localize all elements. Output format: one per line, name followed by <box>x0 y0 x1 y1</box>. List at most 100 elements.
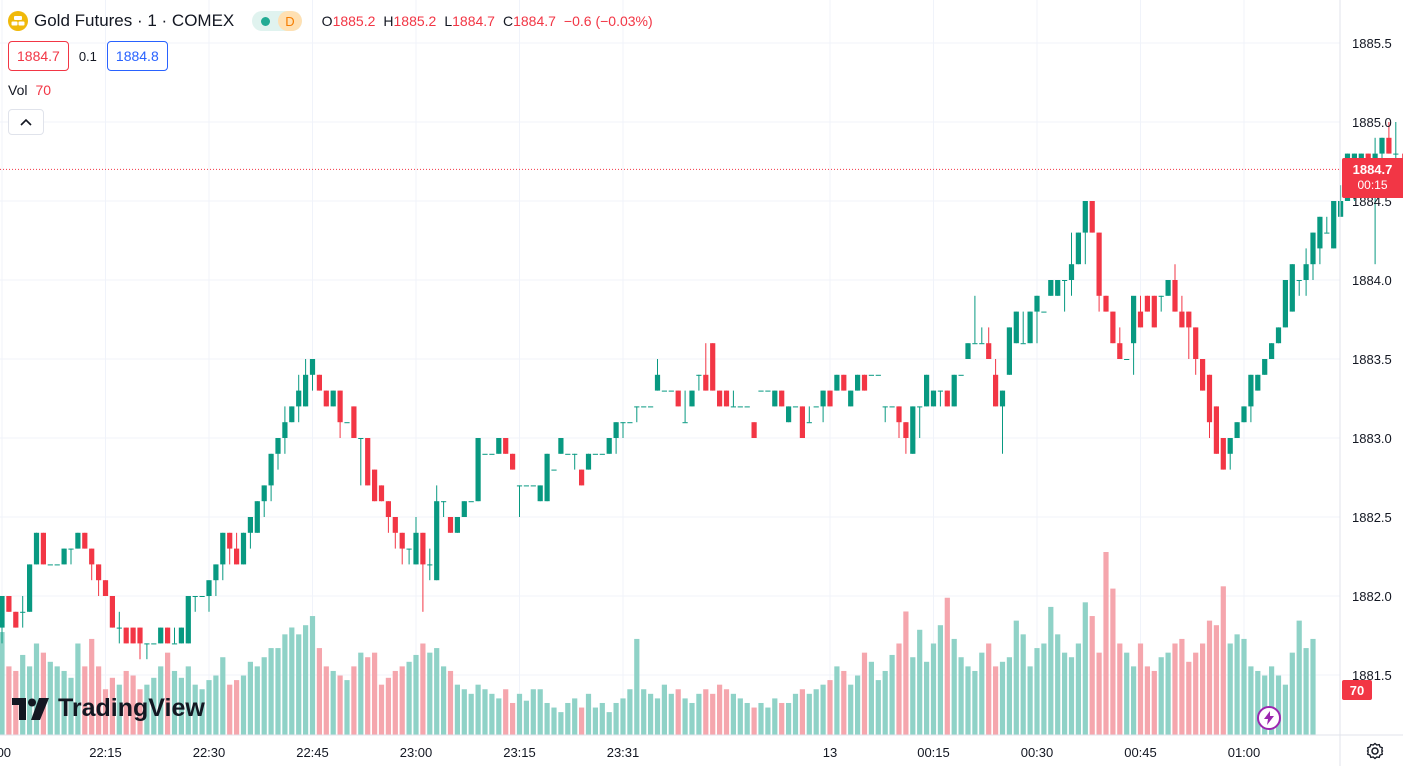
volume-bar <box>96 666 102 735</box>
candle-body <box>751 422 757 438</box>
symbol-title[interactable]: Gold Futures · 1 · COMEX <box>34 11 235 30</box>
chart-settings-button[interactable] <box>1364 740 1386 762</box>
candle <box>868 374 874 376</box>
candle <box>96 564 102 596</box>
sell-price-button[interactable]: 1884.7 <box>8 41 69 71</box>
candle-body <box>786 406 792 423</box>
candle <box>1041 311 1047 313</box>
volume-bar <box>275 648 281 735</box>
volume-bar <box>6 666 12 735</box>
candle <box>979 327 985 345</box>
price-tick-label: 1882.0 <box>1352 589 1392 604</box>
candle <box>1068 232 1075 296</box>
volume-bar <box>627 689 633 735</box>
time-tick-label: 13 <box>823 745 837 760</box>
volume-bar <box>420 643 426 735</box>
candle-body <box>551 469 557 471</box>
candle-body <box>192 596 198 597</box>
candle-body <box>827 390 833 407</box>
candle <box>365 438 371 486</box>
candle <box>786 406 792 423</box>
candle <box>316 374 322 391</box>
candle <box>1289 264 1295 312</box>
candle <box>413 517 419 565</box>
candle-body <box>592 453 598 455</box>
candle-body <box>758 390 764 392</box>
candle-body <box>296 390 302 407</box>
market-status[interactable]: D <box>252 11 302 31</box>
candle <box>675 390 681 407</box>
candle-body <box>1289 264 1295 312</box>
collapse-legend-button[interactable] <box>8 109 44 135</box>
buy-price-button[interactable]: 1884.8 <box>106 41 168 71</box>
candle-body <box>606 438 612 454</box>
price-tick-label: 1881.5 <box>1352 668 1392 683</box>
candle-body <box>199 596 205 597</box>
volume-bar <box>1020 634 1026 735</box>
candle-body <box>434 501 440 581</box>
candle-body <box>47 564 53 566</box>
volume-bar <box>1048 606 1054 735</box>
candle-body <box>792 406 799 408</box>
last-price-value: 1884.7 <box>1352 162 1393 177</box>
price-axis[interactable]: 1881.5 1882.0 1882.5 1883.0 1883.5 1884.0 1884… <box>1339 0 1392 766</box>
volume-bar <box>1082 602 1088 735</box>
volume-bar <box>668 693 674 735</box>
time-axis[interactable]: :00 22:15 22:30 22:45 23:00 23:15 23:31 13 00:15… <box>0 734 1403 760</box>
replay-button[interactable] <box>1257 706 1281 730</box>
volume-bar <box>1034 648 1040 735</box>
volume-bar <box>875 680 881 735</box>
candle-body <box>468 501 474 503</box>
candle-body <box>634 406 640 408</box>
logo-text: TradingView <box>58 694 205 722</box>
volume-bar <box>496 698 502 735</box>
volume-bar <box>1144 666 1150 735</box>
volume-bar <box>1027 666 1033 735</box>
candle-body <box>482 453 488 455</box>
volume-bar <box>344 680 350 735</box>
candle-body <box>868 374 874 376</box>
candle <box>896 406 902 438</box>
volume-bar <box>682 698 688 735</box>
time-tick-label: 22:30 <box>193 745 226 760</box>
candle-body <box>61 548 67 565</box>
candle <box>406 548 412 565</box>
candle-body <box>999 390 1006 407</box>
candle <box>1296 280 1302 296</box>
candle-body <box>537 485 543 502</box>
candle-body <box>599 453 605 455</box>
candle-body <box>323 390 329 407</box>
candle-body <box>261 485 267 502</box>
candle <box>1117 327 1123 359</box>
candle <box>737 406 743 408</box>
candle-body <box>1269 343 1275 359</box>
candle <box>951 374 957 407</box>
candle-body <box>1248 374 1254 407</box>
candle-body <box>723 390 730 407</box>
volume-bar <box>220 657 226 735</box>
candle-body <box>896 406 902 423</box>
candle-body <box>289 406 295 423</box>
candle-body <box>385 501 391 517</box>
tradingview-logo[interactable]: TradingView <box>12 694 205 723</box>
volume-bar <box>441 666 447 735</box>
candle <box>372 469 378 502</box>
volume-bar <box>1068 657 1075 735</box>
candle <box>275 438 281 470</box>
candle-body <box>917 406 923 408</box>
candle-body <box>1089 201 1095 233</box>
candle-body <box>544 453 550 502</box>
volume-bar <box>1275 675 1282 735</box>
candle-body <box>144 643 150 645</box>
candle <box>558 438 564 454</box>
candle <box>385 501 391 533</box>
candle-body <box>399 532 405 549</box>
candle <box>986 327 992 359</box>
candle <box>144 643 150 660</box>
volume-bar <box>447 670 454 735</box>
chevron-up-icon <box>20 118 32 126</box>
candle <box>337 390 343 438</box>
candle-body <box>344 422 350 424</box>
volume-bar <box>613 702 619 735</box>
